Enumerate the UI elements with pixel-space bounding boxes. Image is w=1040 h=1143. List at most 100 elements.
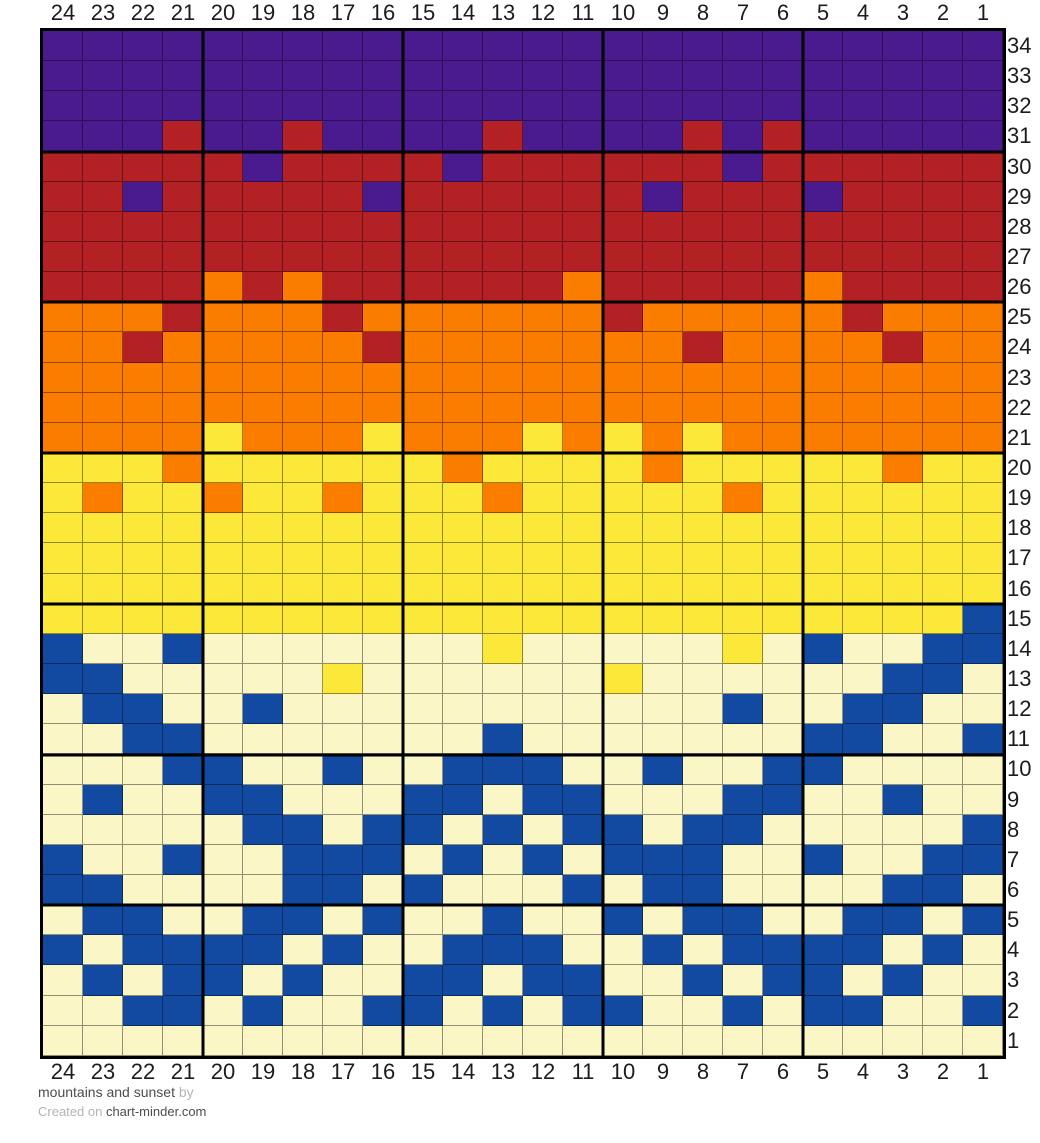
grid-cell[interactable]	[483, 362, 523, 393]
grid-cell[interactable]	[763, 61, 803, 92]
grid-cell[interactable]	[843, 724, 883, 755]
grid-cell[interactable]	[963, 784, 1003, 815]
grid-cell[interactable]	[523, 272, 563, 303]
grid-cell[interactable]	[283, 272, 323, 303]
grid-cell[interactable]	[683, 1025, 723, 1056]
grid-cell[interactable]	[883, 573, 923, 604]
grid-cell[interactable]	[683, 663, 723, 695]
grid-cell[interactable]	[843, 603, 883, 634]
grid-cell[interactable]	[163, 694, 203, 725]
grid-cell[interactable]	[723, 121, 763, 152]
grid-cell[interactable]	[163, 452, 203, 484]
grid-cell[interactable]	[283, 392, 323, 423]
grid-cell[interactable]	[323, 603, 363, 634]
grid-cell[interactable]	[723, 965, 763, 996]
grid-cell[interactable]	[243, 241, 283, 273]
grid-cell[interactable]	[523, 121, 563, 152]
grid-cell[interactable]	[363, 392, 403, 423]
grid-cell[interactable]	[483, 121, 523, 152]
grid-cell[interactable]	[603, 905, 643, 936]
grid-cell[interactable]	[363, 603, 403, 634]
grid-cell[interactable]	[363, 121, 403, 152]
grid-cell[interactable]	[763, 995, 803, 1026]
grid-cell[interactable]	[83, 483, 123, 514]
grid-cell[interactable]	[603, 211, 643, 242]
grid-cell[interactable]	[483, 573, 523, 604]
grid-cell[interactable]	[763, 302, 803, 333]
grid-cell[interactable]	[563, 573, 603, 604]
grid-cell[interactable]	[603, 995, 643, 1026]
grid-cell[interactable]	[723, 814, 763, 845]
grid-cell[interactable]	[883, 332, 923, 363]
grid-cell[interactable]	[763, 965, 803, 996]
grid-cell[interactable]	[203, 241, 243, 273]
grid-cell[interactable]	[923, 694, 963, 725]
grid-cell[interactable]	[723, 151, 763, 182]
grid-cell[interactable]	[483, 302, 523, 333]
grid-cell[interactable]	[643, 844, 683, 875]
grid-cell[interactable]	[723, 392, 763, 423]
grid-cell[interactable]	[683, 91, 723, 122]
grid-cell[interactable]	[723, 91, 763, 122]
grid-cell[interactable]	[763, 633, 803, 664]
grid-cell[interactable]	[483, 452, 523, 484]
grid-cell[interactable]	[803, 181, 843, 212]
grid-cell[interactable]	[283, 211, 323, 242]
grid-cell[interactable]	[283, 121, 323, 152]
grid-cell[interactable]	[43, 241, 83, 273]
grid-cell[interactable]	[43, 754, 83, 785]
grid-cell[interactable]	[803, 513, 843, 544]
grid-cell[interactable]	[843, 332, 883, 363]
grid-cell[interactable]	[83, 814, 123, 845]
grid-cell[interactable]	[643, 1025, 683, 1056]
grid-cell[interactable]	[203, 663, 243, 695]
grid-cell[interactable]	[683, 995, 723, 1026]
grid-cell[interactable]	[723, 422, 763, 453]
grid-cell[interactable]	[443, 633, 483, 664]
grid-cell[interactable]	[563, 905, 603, 936]
grid-cell[interactable]	[363, 814, 403, 845]
grid-cell[interactable]	[883, 784, 923, 815]
grid-cell[interactable]	[883, 603, 923, 634]
grid-cell[interactable]	[723, 935, 763, 966]
grid-cell[interactable]	[963, 724, 1003, 755]
grid-cell[interactable]	[163, 663, 203, 695]
grid-cell[interactable]	[43, 121, 83, 152]
grid-cell[interactable]	[843, 31, 883, 62]
grid-cell[interactable]	[243, 121, 283, 152]
grid-cell[interactable]	[883, 302, 923, 333]
grid-cell[interactable]	[803, 754, 843, 785]
grid-cell[interactable]	[523, 181, 563, 212]
grid-cell[interactable]	[843, 452, 883, 484]
grid-cell[interactable]	[803, 31, 843, 62]
grid-cell[interactable]	[683, 61, 723, 92]
grid-cell[interactable]	[163, 211, 203, 242]
grid-cell[interactable]	[963, 995, 1003, 1026]
grid-cell[interactable]	[443, 181, 483, 212]
grid-cell[interactable]	[283, 302, 323, 333]
grid-cell[interactable]	[523, 422, 563, 453]
grid-cell[interactable]	[323, 754, 363, 785]
grid-cell[interactable]	[483, 61, 523, 92]
grid-cell[interactable]	[283, 151, 323, 182]
grid-cell[interactable]	[403, 694, 443, 725]
grid-cell[interactable]	[43, 272, 83, 303]
grid-cell[interactable]	[203, 31, 243, 62]
grid-cell[interactable]	[723, 543, 763, 574]
grid-cell[interactable]	[843, 543, 883, 574]
grid-cell[interactable]	[403, 61, 443, 92]
grid-cell[interactable]	[443, 513, 483, 544]
grid-cell[interactable]	[83, 151, 123, 182]
grid-cell[interactable]	[963, 452, 1003, 484]
grid-cell[interactable]	[803, 272, 843, 303]
grid-cell[interactable]	[563, 1025, 603, 1056]
grid-cell[interactable]	[923, 874, 963, 906]
grid-cell[interactable]	[283, 814, 323, 845]
grid-cell[interactable]	[963, 121, 1003, 152]
grid-cell[interactable]	[403, 422, 443, 453]
grid-cell[interactable]	[203, 272, 243, 303]
grid-cell[interactable]	[963, 513, 1003, 544]
grid-cell[interactable]	[403, 332, 443, 363]
grid-cell[interactable]	[203, 483, 243, 514]
grid-cell[interactable]	[843, 1025, 883, 1056]
